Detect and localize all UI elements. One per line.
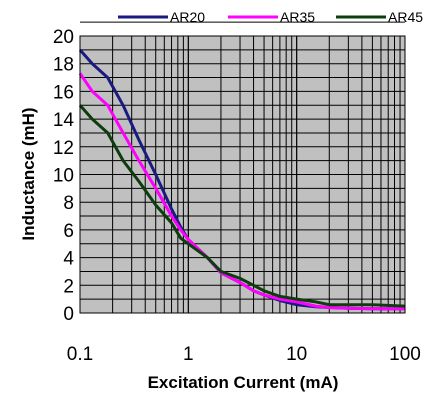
grid-lines [79, 21, 406, 314]
y-tick-label: 14 [53, 110, 75, 131]
x-axis-ticks: 0.1 1 10 100 [67, 344, 421, 365]
y-tick-label: 16 [53, 82, 74, 103]
y-tick-label: 0 [63, 304, 74, 325]
y-tick-label: 18 [53, 55, 74, 76]
y-axis-title: Inductance (mH) [19, 107, 38, 240]
y-tick-label: 12 [53, 138, 74, 159]
y-tick-label: 10 [53, 166, 74, 187]
series-line-ar45 [78, 104, 406, 308]
x-tick-label: 1 [183, 344, 194, 365]
y-tick-label: 20 [53, 27, 74, 48]
x-axis-title: Excitation Current (mA) [148, 373, 339, 392]
legend: AR20 AR35 AR45 [118, 9, 423, 25]
legend-label: AR35 [280, 9, 315, 25]
x-tick-label: 0.1 [67, 344, 93, 365]
x-tick-label: 10 [286, 344, 307, 365]
y-tick-label: 4 [63, 249, 74, 270]
x-tick-label: 100 [389, 344, 421, 365]
y-tick-label: 8 [63, 193, 74, 214]
y-axis-ticks: 0 2 4 6 8 10 12 14 16 18 20 [53, 27, 75, 325]
y-tick-label: 6 [63, 221, 74, 242]
y-tick-label: 2 [63, 276, 74, 297]
legend-label: AR20 [170, 9, 205, 25]
series-lines [78, 48, 406, 311]
plot-frame [79, 35, 406, 314]
legend-label: AR45 [388, 9, 423, 25]
